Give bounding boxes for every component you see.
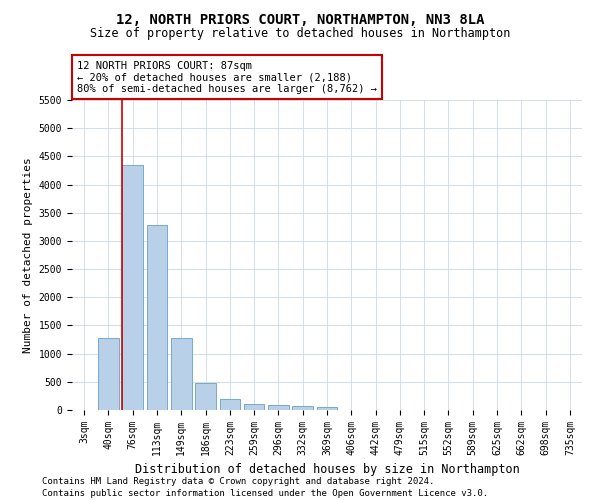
Bar bbox=[146, 224, 167, 410]
X-axis label: Distribution of detached houses by size in Northampton: Distribution of detached houses by size … bbox=[134, 464, 520, 476]
Bar bbox=[268, 406, 289, 410]
Text: 12 NORTH PRIORS COURT: 87sqm
← 20% of detached houses are smaller (2,188)
80% of: 12 NORTH PRIORS COURT: 87sqm ← 20% of de… bbox=[77, 60, 377, 94]
Text: Contains HM Land Registry data © Crown copyright and database right 2024.: Contains HM Land Registry data © Crown c… bbox=[42, 478, 434, 486]
Bar bbox=[195, 383, 216, 410]
Text: 12, NORTH PRIORS COURT, NORTHAMPTON, NN3 8LA: 12, NORTH PRIORS COURT, NORTHAMPTON, NN3… bbox=[116, 12, 484, 26]
Bar bbox=[244, 404, 265, 410]
Bar bbox=[98, 338, 119, 410]
Text: Contains public sector information licensed under the Open Government Licence v3: Contains public sector information licen… bbox=[42, 489, 488, 498]
Text: Size of property relative to detached houses in Northampton: Size of property relative to detached ho… bbox=[90, 28, 510, 40]
Bar bbox=[122, 166, 143, 410]
Bar bbox=[292, 406, 313, 410]
Bar bbox=[317, 407, 337, 410]
Bar bbox=[171, 338, 191, 410]
Y-axis label: Number of detached properties: Number of detached properties bbox=[23, 157, 33, 353]
Bar bbox=[220, 398, 240, 410]
